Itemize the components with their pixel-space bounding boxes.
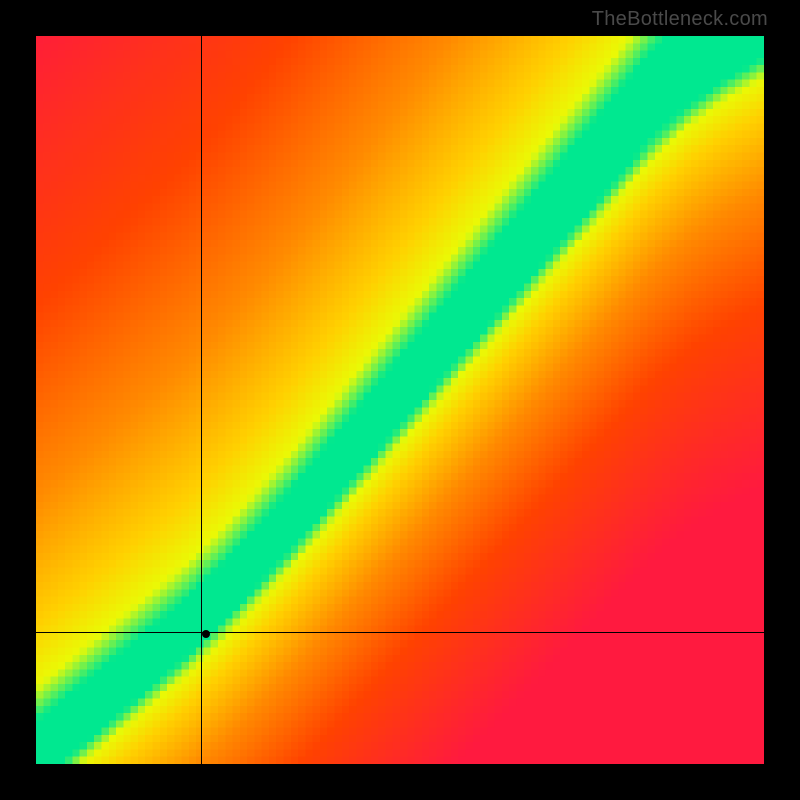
crosshair-vertical <box>201 36 202 764</box>
marker-dot <box>202 630 210 638</box>
heatmap-canvas <box>36 36 764 764</box>
crosshair-horizontal <box>36 632 764 633</box>
plot-area <box>36 36 764 764</box>
watermark-text: TheBottleneck.com <box>592 8 768 31</box>
chart-container: TheBottleneck.com <box>0 0 800 800</box>
